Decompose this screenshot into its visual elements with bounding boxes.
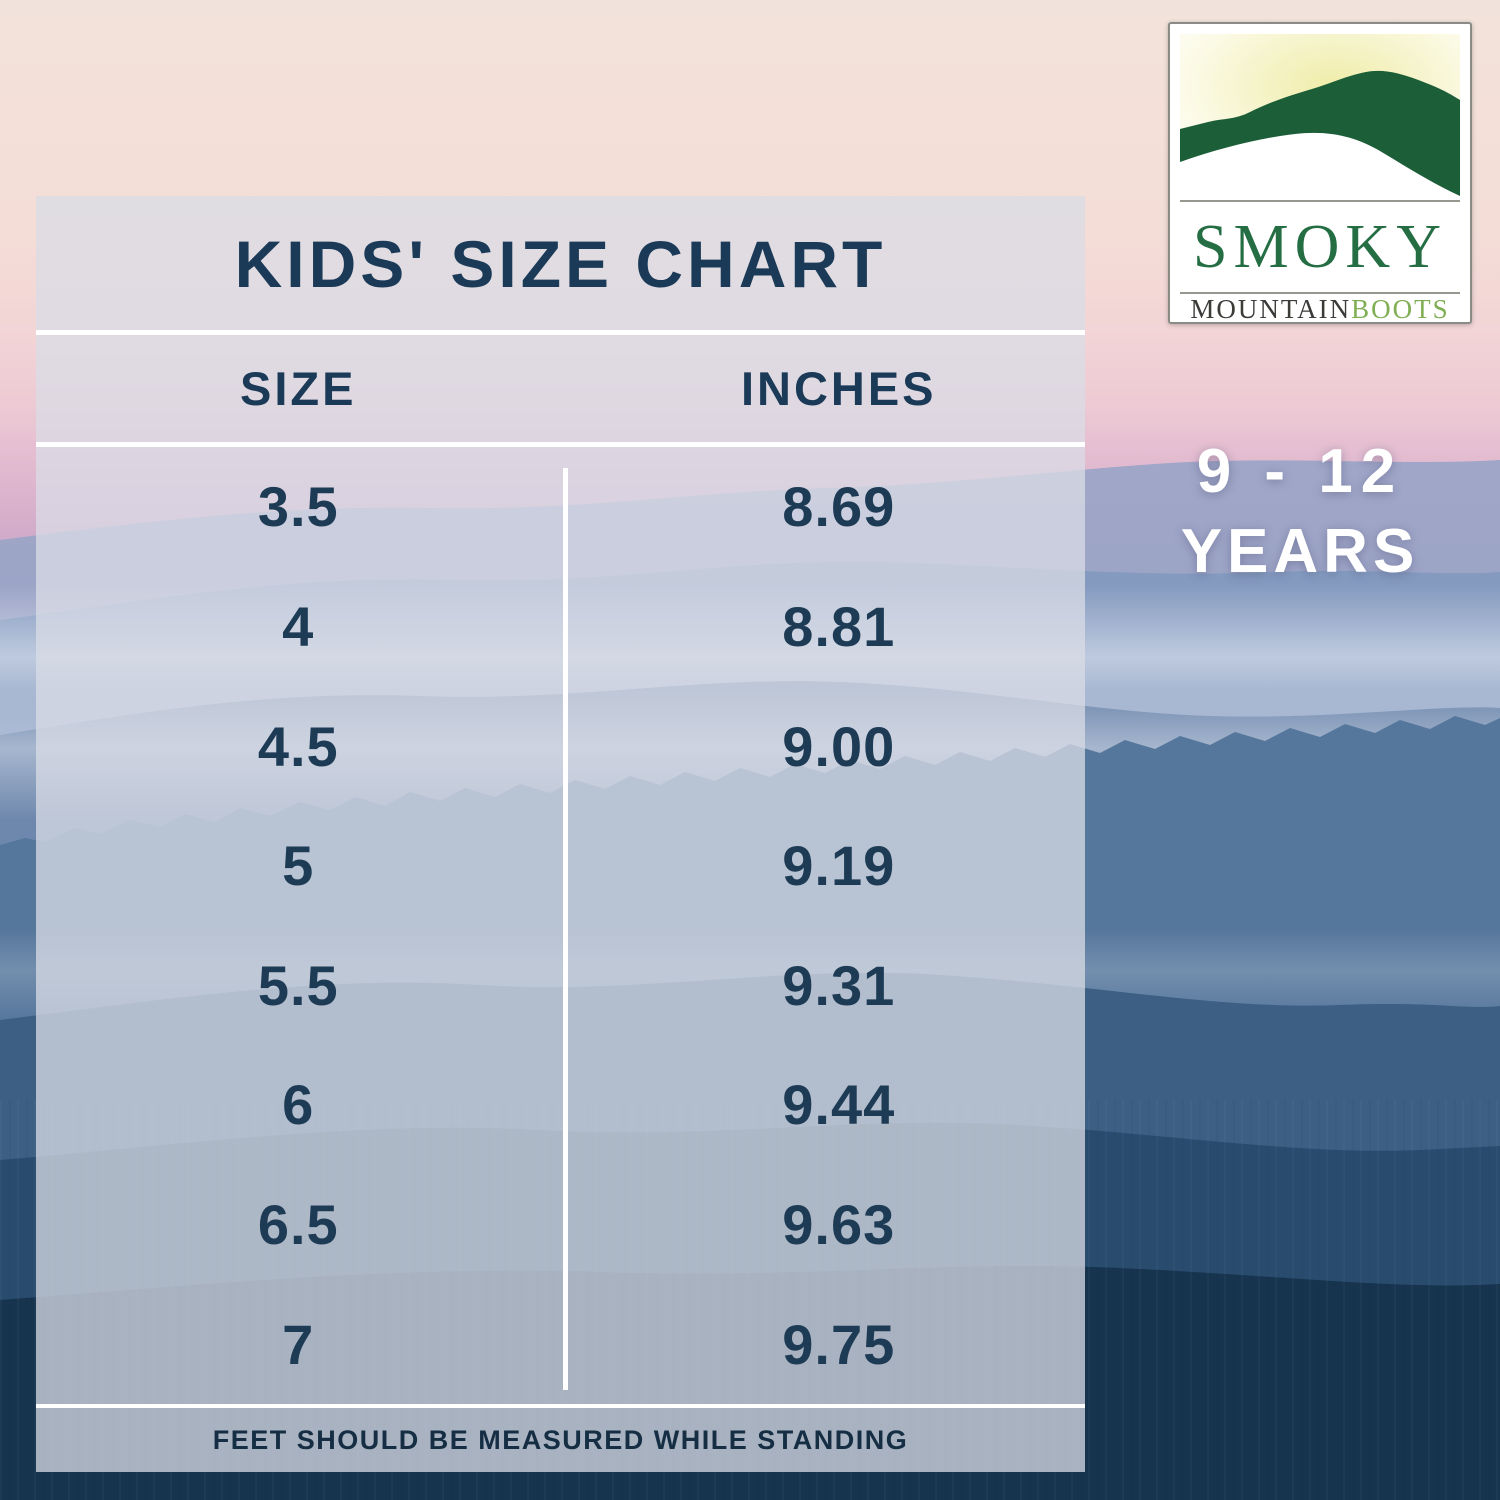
table-row: 4.5 9.00 bbox=[36, 686, 1085, 806]
logo-rule-bottom bbox=[1180, 292, 1460, 294]
table-row: 6.5 9.63 bbox=[36, 1165, 1085, 1285]
size-cell: 4 bbox=[282, 594, 315, 658]
age-range-years-label: YEARS bbox=[1180, 517, 1420, 586]
logo-subtitle-boots: BOOTS bbox=[1351, 293, 1450, 324]
size-cell: 5.5 bbox=[257, 953, 339, 1017]
table-row: 5.5 9.31 bbox=[36, 926, 1085, 1046]
size-cell: 6.5 bbox=[257, 1193, 339, 1257]
column-header-size: SIZE bbox=[240, 362, 357, 415]
table-row: 4 8.81 bbox=[36, 567, 1085, 687]
size-cell: 7 bbox=[282, 1312, 315, 1376]
size-chart-title-row: KIDS' SIZE CHART bbox=[36, 196, 1085, 332]
inches-cell: 9.63 bbox=[782, 1193, 896, 1257]
divider-above-footnote bbox=[36, 1404, 1085, 1408]
inches-cell: 8.69 bbox=[782, 475, 896, 539]
inches-cell: 9.44 bbox=[782, 1073, 896, 1137]
inches-cell: 9.75 bbox=[782, 1312, 896, 1376]
size-chart-title: KIDS' SIZE CHART bbox=[234, 227, 887, 301]
table-row: 7 9.75 bbox=[36, 1284, 1085, 1404]
measurement-footnote: FEET SHOULD BE MEASURED WHILE STANDING bbox=[212, 1424, 909, 1455]
column-divider bbox=[563, 468, 568, 1390]
table-row: 3.5 8.69 bbox=[36, 447, 1085, 567]
logo-rule-top bbox=[1180, 200, 1460, 202]
logo-white-hill bbox=[1180, 132, 1460, 196]
age-range-badge: 9 - 12 YEARS bbox=[1125, 432, 1475, 592]
table-row: 5 9.19 bbox=[36, 806, 1085, 926]
column-header-row: SIZE INCHES bbox=[36, 335, 1085, 442]
logo-mountain-art bbox=[1180, 34, 1460, 196]
size-cell: 3.5 bbox=[257, 475, 339, 539]
age-range-numbers: 9 - 12 bbox=[1196, 437, 1404, 506]
logo-wordmark: SMOKY bbox=[1193, 212, 1447, 281]
footnote-row: FEET SHOULD BE MEASURED WHILE STANDING bbox=[36, 1408, 1085, 1472]
brand-logo: SMOKY MOUNTAIN BOOTS bbox=[1168, 22, 1472, 324]
inches-cell: 9.19 bbox=[782, 834, 896, 898]
column-header-inches: INCHES bbox=[740, 362, 937, 415]
inches-cell: 9.00 bbox=[782, 714, 896, 778]
size-chart-panel: KIDS' SIZE CHART SIZE INCHES 3.5 8.69 4 … bbox=[36, 196, 1085, 1472]
size-cell: 6 bbox=[282, 1073, 315, 1137]
logo-subtitle-mountain: MOUNTAIN bbox=[1190, 293, 1352, 324]
logo-subtitle: MOUNTAIN BOOTS bbox=[1170, 293, 1470, 324]
inches-cell: 9.31 bbox=[782, 953, 896, 1017]
divider-under-header bbox=[36, 442, 1085, 447]
size-cell: 4.5 bbox=[257, 714, 339, 778]
inches-cell: 8.81 bbox=[782, 594, 896, 658]
size-cell: 5 bbox=[282, 834, 315, 898]
divider-under-title bbox=[36, 330, 1085, 335]
size-chart-rows: 3.5 8.69 4 8.81 4.5 9.00 5 9.19 5.5 9.31… bbox=[36, 447, 1085, 1404]
table-row: 6 9.44 bbox=[36, 1045, 1085, 1165]
